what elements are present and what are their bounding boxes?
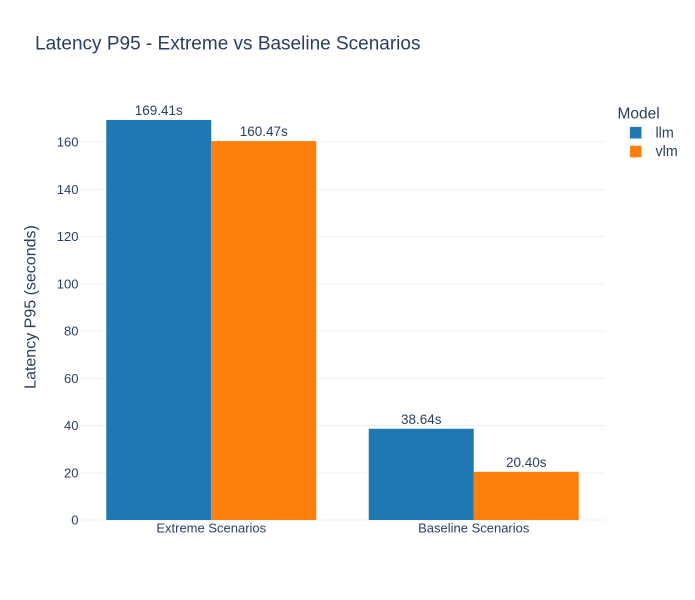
- svg-text:120: 120: [57, 229, 79, 244]
- svg-text:Baseline Scenarios: Baseline Scenarios: [418, 521, 530, 536]
- svg-text:Model: Model: [618, 105, 660, 122]
- svg-text:llm: llm: [656, 125, 674, 141]
- svg-text:Latency P95 (seconds): Latency P95 (seconds): [23, 225, 40, 389]
- svg-text:100: 100: [57, 276, 79, 291]
- svg-text:80: 80: [64, 324, 78, 339]
- svg-text:40: 40: [64, 418, 78, 433]
- svg-text:Extreme Scenarios: Extreme Scenarios: [156, 521, 266, 536]
- svg-text:0: 0: [71, 513, 78, 528]
- svg-text:vlm: vlm: [656, 144, 678, 160]
- svg-text:Latency P95 - Extreme vs Basel: Latency P95 - Extreme vs Baseline Scenar…: [35, 34, 420, 55]
- svg-text:160: 160: [57, 135, 79, 150]
- svg-text:20.40s: 20.40s: [506, 455, 547, 470]
- svg-text:169.41s: 169.41s: [135, 103, 183, 118]
- svg-text:38.64s: 38.64s: [401, 412, 442, 427]
- svg-text:140: 140: [57, 182, 79, 197]
- svg-text:20: 20: [64, 465, 78, 480]
- svg-text:160.47s: 160.47s: [240, 124, 288, 139]
- svg-text:60: 60: [64, 371, 78, 386]
